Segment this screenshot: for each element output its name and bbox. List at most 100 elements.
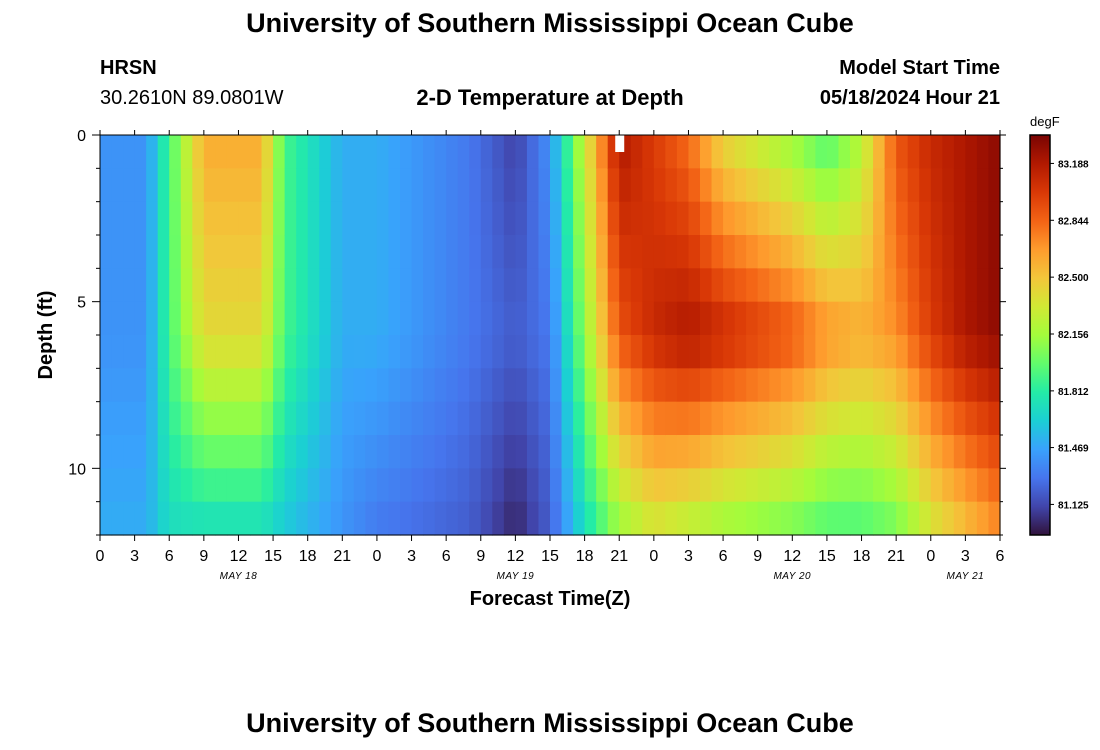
heatmap-cell — [434, 435, 447, 469]
heatmap-cell — [838, 268, 851, 303]
heatmap-cell — [803, 435, 816, 469]
heatmap-cell — [815, 335, 828, 369]
heatmap-cell — [446, 268, 459, 303]
heatmap-cell — [746, 335, 759, 369]
heatmap-cell — [561, 301, 574, 336]
heatmap-cell — [250, 401, 263, 436]
heatmap-cell — [134, 235, 147, 269]
heatmap-cell — [330, 301, 343, 336]
heatmap-cell — [538, 435, 551, 469]
heatmap-cell — [434, 268, 447, 303]
heatmap-cell — [838, 135, 851, 169]
heatmap-cell — [400, 335, 413, 369]
heatmap-cell — [376, 268, 390, 303]
heatmap-cell — [988, 201, 1001, 236]
heatmap-cell — [919, 368, 932, 403]
heatmap-cell — [757, 401, 770, 436]
x-tick-label: 3 — [961, 548, 970, 565]
heatmap-cell — [653, 335, 666, 369]
heatmap-cell — [376, 201, 390, 236]
x-tick-label: 21 — [887, 548, 905, 565]
heatmap-cell — [480, 335, 493, 369]
heatmap-cell — [596, 201, 609, 236]
heatmap-cell — [953, 268, 966, 303]
heatmap-cell — [665, 301, 678, 336]
heatmap-cell — [423, 368, 436, 403]
heatmap-cell — [723, 168, 736, 203]
heatmap-cell — [123, 135, 136, 169]
heatmap-cell — [226, 201, 240, 236]
heatmap-cell — [423, 301, 436, 336]
heatmap-cell — [515, 235, 528, 269]
heatmap-cell — [723, 268, 736, 303]
heatmap-cell — [446, 435, 459, 469]
heatmap-cell — [653, 168, 666, 203]
heatmap-cell — [711, 501, 724, 536]
heatmap-cell — [180, 401, 193, 436]
heatmap-cell — [330, 435, 343, 469]
heatmap-cell — [480, 168, 493, 203]
heatmap-cell — [526, 168, 540, 203]
heatmap-cell — [515, 435, 528, 469]
heatmap-cell — [480, 401, 493, 436]
heatmap-cell — [192, 135, 205, 169]
heatmap-cell — [423, 335, 436, 369]
heatmap-cell — [734, 235, 747, 269]
heatmap-cell — [884, 201, 897, 236]
heatmap-cell — [953, 201, 966, 236]
heatmap-cell — [896, 435, 909, 469]
heatmap-cell — [630, 135, 643, 169]
heatmap-cell — [434, 135, 447, 169]
heatmap-cell — [769, 435, 782, 469]
heatmap-cell — [907, 435, 920, 469]
heatmap-cell — [953, 235, 966, 269]
heatmap-cell — [192, 235, 205, 269]
heatmap-cell — [988, 468, 1001, 503]
heatmap-cell — [942, 301, 955, 336]
heatmap-cell — [642, 501, 655, 536]
heatmap-cell — [111, 401, 124, 436]
heatmap-cell — [988, 335, 1001, 369]
heatmap-cell — [526, 135, 540, 169]
heatmap-cell — [803, 235, 816, 269]
heatmap-cell — [411, 135, 424, 169]
heatmap-cell — [480, 235, 493, 269]
heatmap-cell — [573, 468, 586, 503]
heatmap-cell — [238, 368, 251, 403]
heatmap-cell — [238, 401, 251, 436]
heatmap-cell — [815, 468, 828, 503]
heatmap-cell — [953, 468, 966, 503]
heatmap-cell — [711, 268, 724, 303]
heatmap-cell — [550, 468, 563, 503]
heatmap-cell — [930, 268, 943, 303]
heatmap-cell — [826, 135, 840, 169]
heatmap-cell — [492, 468, 505, 503]
heatmap-cell — [515, 501, 528, 536]
heatmap-cell — [388, 468, 401, 503]
heatmap-cell — [700, 435, 713, 469]
heatmap-cell — [711, 368, 724, 403]
heatmap-cell — [734, 501, 747, 536]
heatmap-cell — [757, 435, 770, 469]
heatmap-cell — [873, 168, 886, 203]
heatmap-cell — [526, 301, 540, 336]
heatmap-cell — [469, 435, 482, 469]
heatmap-cell — [111, 301, 124, 336]
heatmap-cell — [965, 201, 978, 236]
heatmap-cell — [342, 401, 355, 436]
heatmap-cell — [653, 435, 666, 469]
heatmap-cell — [803, 401, 816, 436]
heatmap-cell — [653, 301, 666, 336]
heatmap-cell — [307, 168, 320, 203]
heatmap-cell — [919, 201, 932, 236]
heatmap-cell — [261, 468, 274, 503]
heatmap-cell — [907, 468, 920, 503]
x-tick-label: 6 — [442, 548, 451, 565]
heatmap-cell — [411, 335, 424, 369]
heatmap-cell — [919, 268, 932, 303]
heatmap-cell — [261, 168, 274, 203]
heatmap-cell — [850, 268, 863, 303]
heatmap-cell — [434, 401, 447, 436]
heatmap-cell — [376, 135, 390, 169]
heatmap-cell — [584, 335, 597, 369]
